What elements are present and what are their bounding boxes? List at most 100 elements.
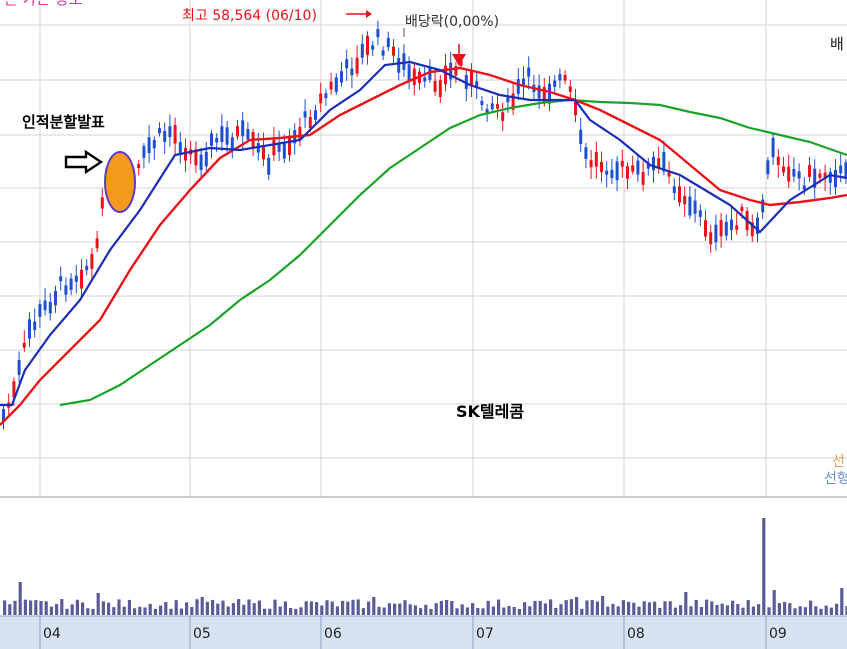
volume-bar xyxy=(642,601,646,615)
volume-bar xyxy=(491,606,495,615)
volume-bar xyxy=(44,601,48,615)
candle-body xyxy=(646,162,650,169)
volume-bar xyxy=(49,606,53,615)
volume-bar xyxy=(367,601,371,615)
volume-bar xyxy=(315,602,319,615)
volume-bar xyxy=(205,601,209,615)
volume-bar xyxy=(757,604,761,615)
volume-bar xyxy=(237,599,241,615)
candle-body xyxy=(584,147,588,159)
volume-bar xyxy=(242,604,246,615)
candle-body xyxy=(386,37,390,48)
volume-bar xyxy=(169,608,173,615)
volume-bar xyxy=(29,600,33,615)
volume-bar xyxy=(824,605,828,615)
volume-bar xyxy=(835,603,839,615)
volume-bar xyxy=(512,606,516,615)
volume-bar xyxy=(393,603,397,615)
candle-body xyxy=(22,342,26,348)
volume-bar xyxy=(653,601,657,615)
candle-body xyxy=(719,219,723,237)
candle-body xyxy=(776,156,780,166)
volume-bar xyxy=(710,601,714,615)
volume-bar xyxy=(419,608,423,615)
dividend-arrow-icon xyxy=(452,54,466,66)
volume-bar xyxy=(502,607,506,615)
high-arrow-head xyxy=(366,10,372,18)
candle-body xyxy=(397,57,401,73)
volume-bar xyxy=(257,600,261,615)
candle-body xyxy=(158,128,161,134)
candle-body xyxy=(631,165,635,172)
candle-body xyxy=(210,133,213,146)
candle-body xyxy=(360,43,364,58)
candle-body xyxy=(610,169,614,179)
candle-body xyxy=(277,142,281,152)
volume-bar xyxy=(590,599,594,615)
volume-bar xyxy=(273,599,277,615)
candle-body xyxy=(17,360,21,375)
x-tick-label: 09 xyxy=(769,626,787,642)
volume-bar xyxy=(803,607,807,615)
volume-bar xyxy=(226,606,230,615)
volume-bar xyxy=(356,599,360,615)
candle-body xyxy=(797,171,801,179)
candle-body xyxy=(605,170,609,175)
candle-body xyxy=(168,126,172,137)
volume-bar xyxy=(221,600,225,615)
candle-body xyxy=(329,81,333,90)
volume-bar xyxy=(335,606,339,615)
volume-bar xyxy=(793,608,797,615)
volume-bar xyxy=(387,603,391,615)
volume-bar xyxy=(330,601,334,615)
volume-bar xyxy=(127,599,131,615)
candle-body xyxy=(173,125,177,144)
volume-bar xyxy=(8,604,12,615)
volume-bar xyxy=(486,600,490,615)
candle-body xyxy=(355,57,359,74)
volume-bar xyxy=(460,604,464,615)
volume-bar xyxy=(538,600,542,615)
volume-bar xyxy=(86,608,90,615)
candle-body xyxy=(761,199,765,213)
candle-body xyxy=(225,127,229,145)
volume-bar xyxy=(741,607,745,615)
candle-body xyxy=(568,86,572,92)
volume-bar xyxy=(798,606,802,615)
volume-bar xyxy=(179,608,183,615)
candle-body xyxy=(137,163,141,168)
candle-body xyxy=(678,186,681,203)
volume-bar xyxy=(408,604,412,615)
volume-bar xyxy=(309,601,313,615)
right-cut-label-1: 선 xyxy=(832,454,845,470)
candle-body xyxy=(319,93,323,104)
candle-body xyxy=(59,276,63,282)
split-marker xyxy=(64,149,136,213)
volume-bar xyxy=(673,607,677,615)
x-tick-label: 06 xyxy=(324,626,342,642)
volume-bar xyxy=(216,603,220,615)
volume-bar xyxy=(252,603,256,615)
candle-body xyxy=(282,143,286,159)
volume-bar xyxy=(777,603,781,615)
volume-bar xyxy=(96,593,100,615)
volume-bar xyxy=(554,607,558,615)
candle-body xyxy=(787,166,791,182)
volume-bar xyxy=(424,604,428,615)
volume-bar xyxy=(164,602,168,615)
candle-body xyxy=(142,146,146,158)
volume-bar xyxy=(153,608,157,615)
volume-bar xyxy=(159,605,163,615)
volume-bar xyxy=(762,518,766,615)
volume-bar xyxy=(268,608,272,615)
volume-bar xyxy=(616,606,620,615)
candle-body xyxy=(298,126,302,140)
volume-bar xyxy=(528,606,532,615)
candle-body xyxy=(470,70,473,86)
candle-body xyxy=(303,111,307,118)
volume-bar xyxy=(819,608,823,615)
volume-bar xyxy=(429,608,433,615)
candle-body xyxy=(241,120,245,137)
candle-body xyxy=(818,173,822,178)
volume-bar xyxy=(533,600,537,615)
